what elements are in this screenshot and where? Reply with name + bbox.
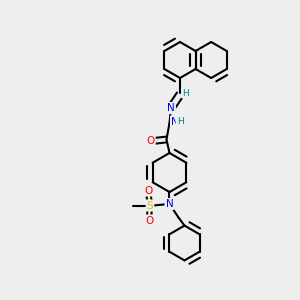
Text: N: N [167, 103, 175, 113]
Text: O: O [144, 185, 153, 196]
Text: N: N [166, 199, 173, 209]
Text: O: O [146, 136, 155, 146]
Text: H: H [177, 117, 183, 126]
Text: O: O [145, 215, 153, 226]
Text: S: S [147, 200, 153, 211]
Text: H: H [182, 88, 189, 98]
Text: N: N [171, 116, 179, 127]
